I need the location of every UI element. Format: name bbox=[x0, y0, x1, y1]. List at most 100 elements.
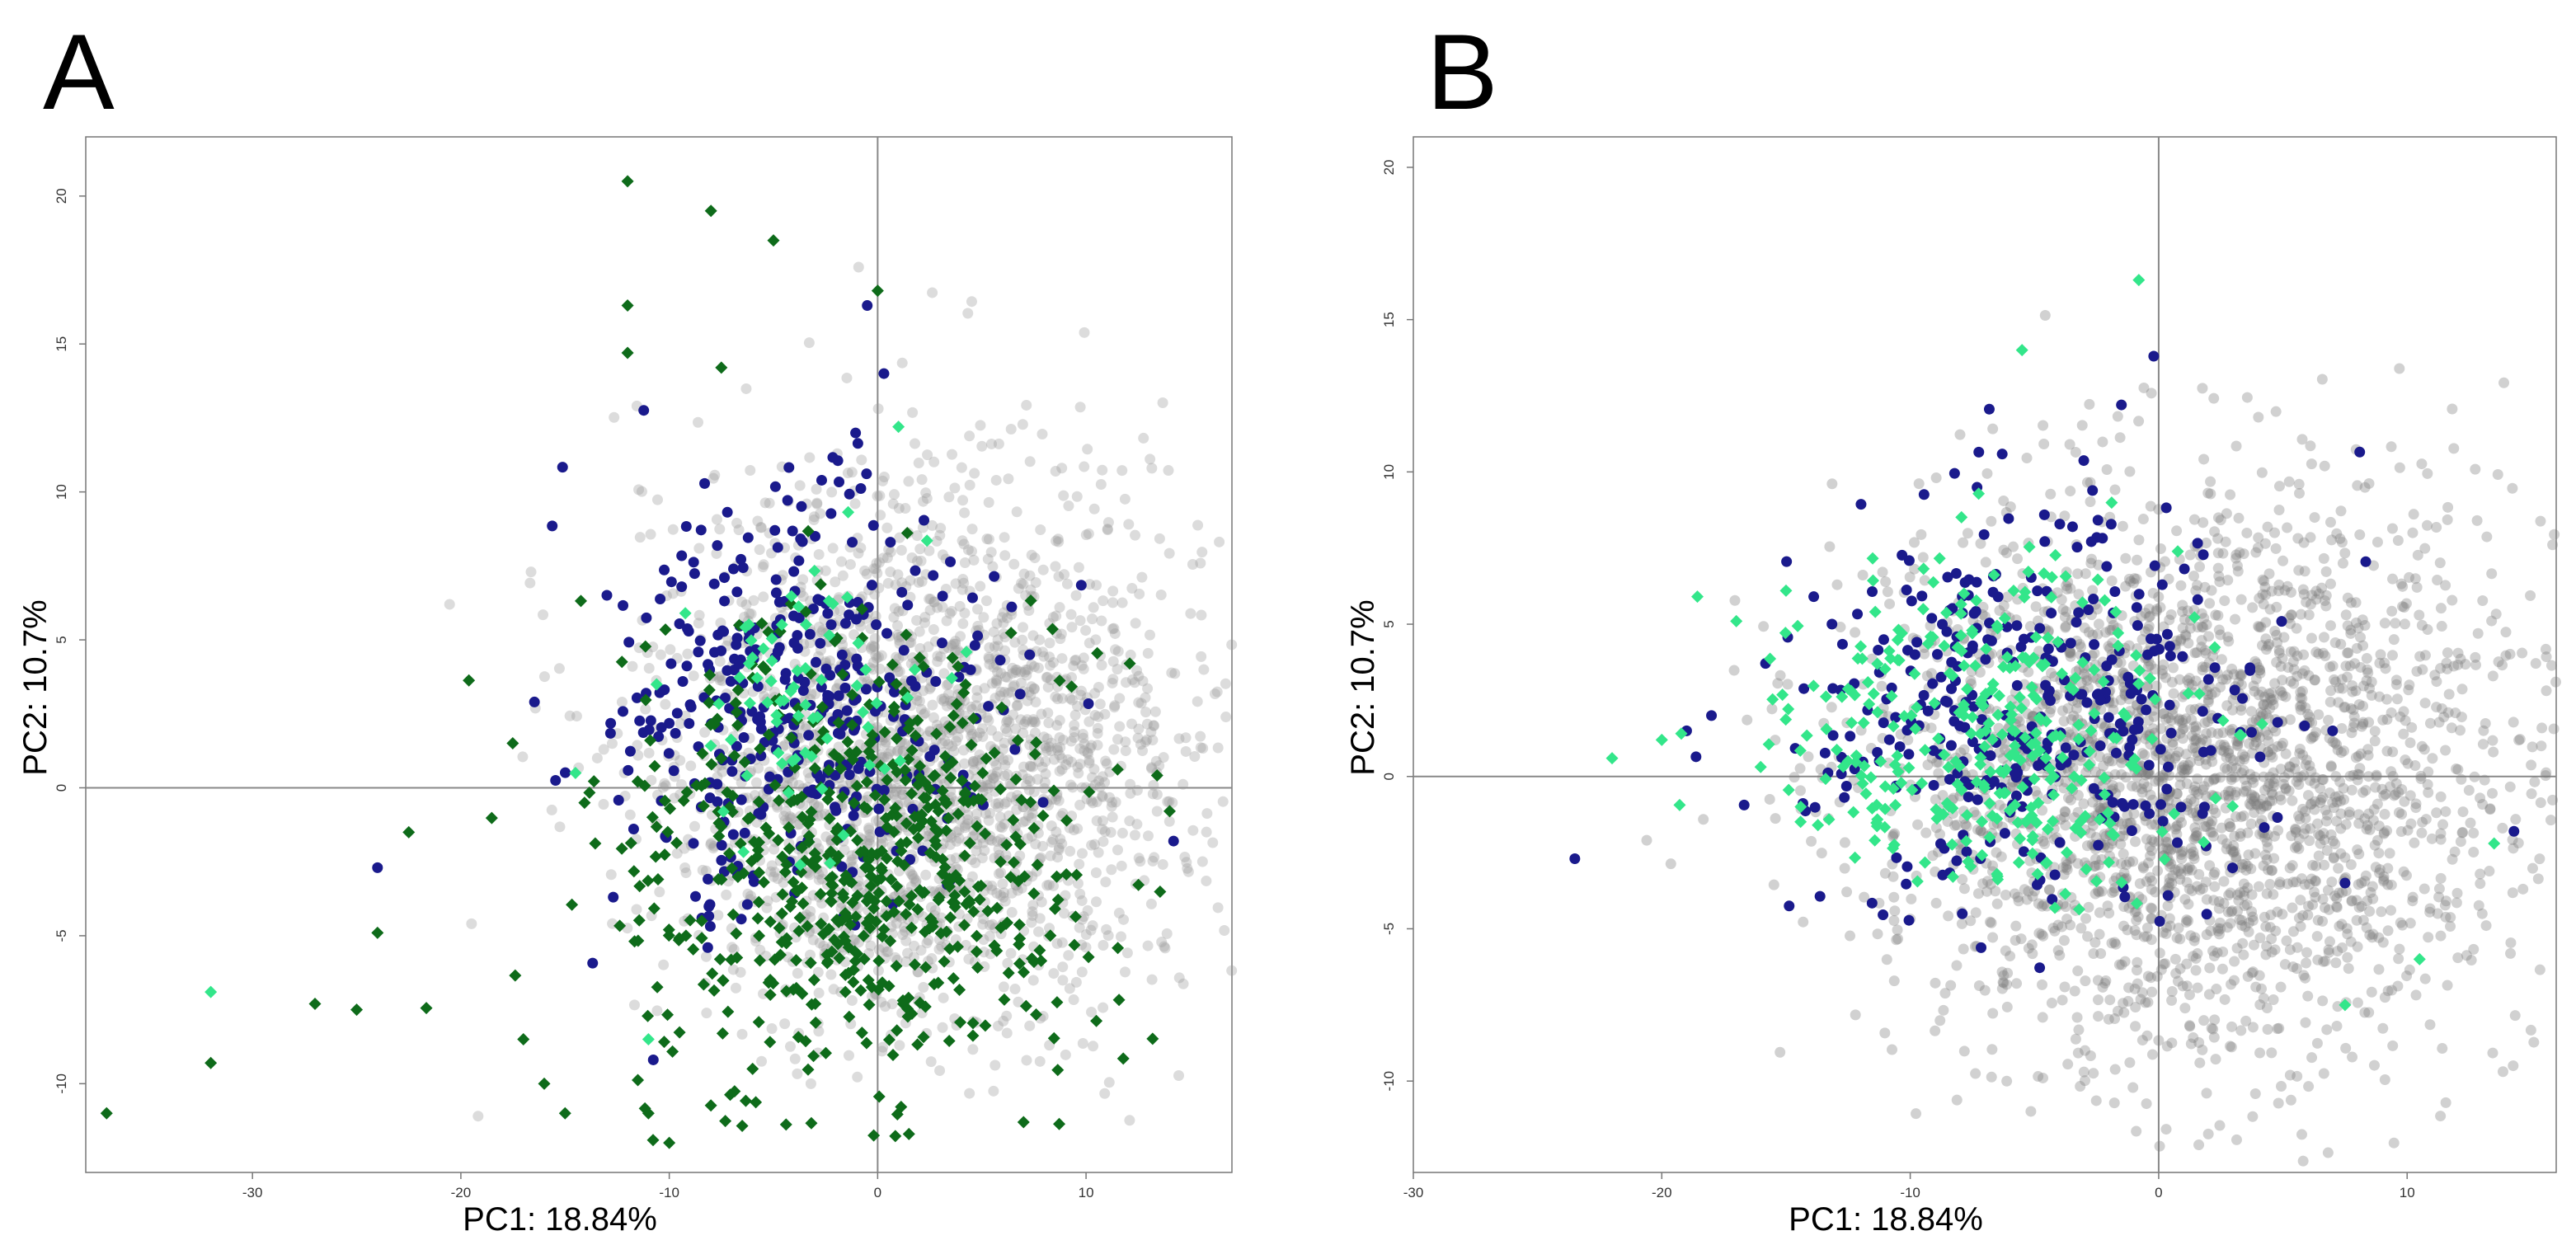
panel-b-point-background bbox=[2097, 981, 2108, 993]
panel-a-point-dark-green bbox=[954, 1016, 967, 1029]
panel-a-point-dark-green bbox=[976, 767, 990, 780]
panel-a-point-background bbox=[1037, 646, 1048, 658]
panel-a-point-dark-blue bbox=[699, 477, 711, 489]
panel-a-point-background bbox=[1073, 561, 1084, 573]
panel-a-point-dark-green bbox=[1051, 1064, 1065, 1077]
panel-a-point-background bbox=[1043, 879, 1055, 890]
panel-a-point-dark-blue bbox=[372, 862, 383, 873]
panel-a-point-background bbox=[754, 944, 766, 956]
panel-b-point-background bbox=[2450, 707, 2461, 719]
panel-a-point-background bbox=[1040, 768, 1051, 780]
panel-a-point-dark-green bbox=[659, 623, 672, 637]
panel-a-point-dark-green bbox=[783, 900, 797, 914]
panel-a-point-background bbox=[843, 1050, 854, 1061]
panel-a-point-background bbox=[990, 474, 1002, 486]
panel-b-point-background bbox=[2337, 886, 2348, 898]
panel-a-point-background bbox=[1195, 731, 1206, 742]
panel-b-point-background bbox=[2487, 735, 2498, 746]
panel-a-point-dark-blue bbox=[905, 675, 917, 687]
panel-a-point-dark-green bbox=[889, 801, 902, 815]
panel-a-point-background bbox=[643, 747, 655, 759]
panel-a-point-background bbox=[992, 666, 1004, 678]
panel-b-point-background bbox=[2137, 514, 2149, 525]
panel-b-point-background bbox=[2083, 901, 2094, 913]
panel-b-point-background bbox=[2012, 891, 2024, 903]
panel-a-point-dark-green bbox=[980, 752, 993, 765]
panel-a-point-background bbox=[1070, 590, 1082, 601]
panel-a-point-background bbox=[811, 838, 822, 849]
panel-b-point-background bbox=[2296, 608, 2307, 620]
panel-a-point-background bbox=[907, 406, 919, 418]
panel-a-point-background bbox=[1027, 906, 1038, 918]
panel-a-point-background bbox=[1226, 639, 1238, 651]
panel-a-point-dark-green bbox=[857, 929, 870, 942]
panel-b-point-background bbox=[2133, 416, 2145, 427]
panel-b-point-background bbox=[2112, 1005, 2123, 1017]
panel-a-point-dark-blue bbox=[803, 730, 815, 741]
panel-a-point-background bbox=[908, 951, 919, 963]
panel-b-point-background bbox=[2291, 622, 2302, 634]
panel-b-point-background bbox=[2191, 647, 2202, 659]
panel-b-point-background bbox=[2254, 593, 2265, 604]
panel-a-point-dark-green bbox=[911, 810, 924, 823]
panel-a-point-dark-green bbox=[968, 779, 981, 792]
panel-a-point-dark-green bbox=[1018, 965, 1031, 979]
panel-a-point-background bbox=[707, 843, 719, 854]
panel-a-point-background bbox=[1140, 707, 1152, 718]
panel-a-point-dark-green bbox=[706, 967, 719, 980]
panel-a-point-dark-green bbox=[832, 716, 845, 730]
panel-b-point-background bbox=[1957, 874, 1968, 886]
panel-a-point-background bbox=[1054, 715, 1065, 726]
panel-b-point-background bbox=[2214, 1120, 2226, 1131]
panel-b-point-background bbox=[2201, 1088, 2212, 1099]
panel-a-point-light-green bbox=[792, 709, 805, 722]
panel-a-point-background bbox=[814, 937, 825, 949]
panel-a-point-light-green bbox=[679, 607, 692, 620]
panel-b-point-background bbox=[2394, 943, 2405, 955]
panel-b-point-background bbox=[2268, 889, 2279, 900]
panel-a-point-background bbox=[1072, 700, 1084, 712]
panel-b-point-background bbox=[2133, 534, 2145, 546]
panel-b-point-background bbox=[1938, 1004, 1949, 1016]
panel-b-point-background bbox=[2168, 688, 2179, 699]
panel-b-point-background bbox=[1764, 793, 1775, 805]
panel-b-point-background bbox=[2437, 819, 2449, 830]
panel-b-point-background bbox=[2252, 542, 2263, 553]
panel-a-point-background bbox=[1001, 796, 1013, 808]
panel-a-point-background bbox=[1107, 585, 1119, 597]
panel-a-point-background bbox=[1065, 735, 1077, 747]
panel-a-point-background bbox=[874, 490, 886, 501]
panel-a-point-background bbox=[953, 825, 965, 836]
panel-a-point-background bbox=[835, 556, 847, 567]
panel-b-point-background bbox=[2193, 1139, 2205, 1151]
panel-b-point-background bbox=[2083, 627, 2094, 638]
panel-b-point-background bbox=[2526, 759, 2537, 771]
panel-a-point-dark-green bbox=[809, 1016, 822, 1029]
panel-a-point-background bbox=[1019, 666, 1031, 678]
panel-b-point-background bbox=[2165, 844, 2177, 856]
panel-a-point-background bbox=[1056, 838, 1068, 849]
panel-a-point-background bbox=[1162, 796, 1173, 807]
panel-b-point-background bbox=[2440, 745, 2451, 756]
panel-a-point-background bbox=[1041, 672, 1052, 684]
panel-a-point-background bbox=[981, 533, 993, 545]
panel-b-point-background bbox=[2475, 878, 2486, 890]
panel-a-point-dark-green bbox=[628, 865, 641, 878]
panel-a-point-background bbox=[920, 869, 932, 881]
panel-a-point-background bbox=[1141, 718, 1153, 730]
panel-a-point-background bbox=[986, 769, 998, 781]
panel-a-point-dark-green bbox=[1146, 1032, 1159, 1045]
panel-a-point-dark-green bbox=[833, 951, 846, 965]
panel-a-point-dark-green bbox=[924, 847, 937, 860]
panel-a-point-dark-green bbox=[938, 955, 951, 968]
panel-a-point-background bbox=[466, 918, 477, 929]
panel-a-point-background bbox=[1002, 768, 1013, 780]
panel-a-point-dark-green bbox=[722, 1005, 735, 1018]
panel-a-point-background bbox=[1040, 742, 1051, 754]
panel-a-point-background bbox=[645, 529, 656, 540]
panel-a-point-background bbox=[1053, 536, 1065, 547]
panel-a-point-background bbox=[1030, 839, 1041, 850]
panel-b-point-background bbox=[1986, 1071, 1997, 1083]
panel-a-point-dark-green bbox=[658, 848, 671, 862]
panel-a-point-background bbox=[813, 874, 825, 886]
